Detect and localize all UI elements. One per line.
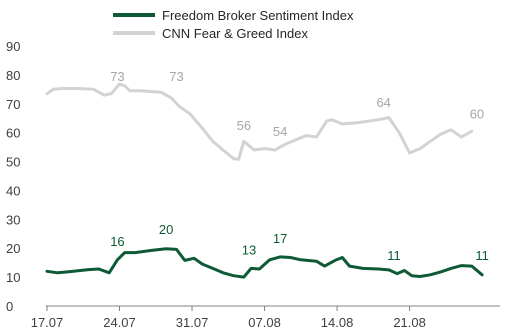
- data-label-cnn: 54: [273, 124, 287, 139]
- data-label-freedom: 13: [242, 242, 256, 257]
- legend-label-cnn: CNN Fear & Greed Index: [162, 26, 308, 41]
- y-axis-ticks: 0 10 20 30 40 50 60 70 80 90: [6, 39, 20, 314]
- y-tick-label: 30: [6, 212, 20, 227]
- y-tick-label: 90: [6, 39, 20, 54]
- data-label-cnn: 73: [169, 69, 183, 84]
- y-tick-label: 0: [6, 299, 13, 314]
- x-tick-label: 14.08: [321, 315, 354, 330]
- data-label-cnn: 64: [376, 95, 390, 110]
- legend: Freedom Broker Sentiment Index CNN Fear …: [113, 8, 354, 41]
- y-tick-label: 60: [6, 126, 20, 141]
- series-lines: [45, 82, 484, 279]
- data-label-freedom: 20: [159, 222, 173, 237]
- data-label-freedom: 11: [387, 248, 401, 263]
- y-tick-label: 40: [6, 183, 20, 198]
- data-label-cnn: 60: [470, 107, 484, 122]
- data-label-freedom: 11: [475, 248, 489, 263]
- y-tick-label: 10: [6, 270, 20, 285]
- data-labels: 16 20 13 17 11 11 73 73 56 54 64 60: [110, 69, 489, 263]
- x-axis-ticks: 17.07 24.07 31.07 07.08 14.08 21.08: [31, 306, 426, 330]
- series-line-freedom: [45, 247, 484, 279]
- x-tick-label: 17.07: [31, 315, 64, 330]
- y-tick-label: 20: [6, 241, 20, 256]
- legend-label-freedom: Freedom Broker Sentiment Index: [162, 8, 354, 23]
- x-tick-label: 31.07: [176, 315, 209, 330]
- data-label-freedom: 16: [110, 234, 124, 249]
- y-tick-label: 80: [6, 68, 20, 83]
- data-label-cnn: 73: [110, 69, 124, 84]
- x-tick-label: 24.07: [103, 315, 136, 330]
- y-tick-label: 50: [6, 155, 20, 170]
- series-line-cnn: [45, 82, 474, 161]
- data-label-freedom: 17: [273, 231, 287, 246]
- x-tick-label: 21.08: [393, 315, 426, 330]
- data-label-cnn: 56: [237, 118, 251, 133]
- y-tick-label: 70: [6, 97, 20, 112]
- x-tick-label: 07.08: [248, 315, 281, 330]
